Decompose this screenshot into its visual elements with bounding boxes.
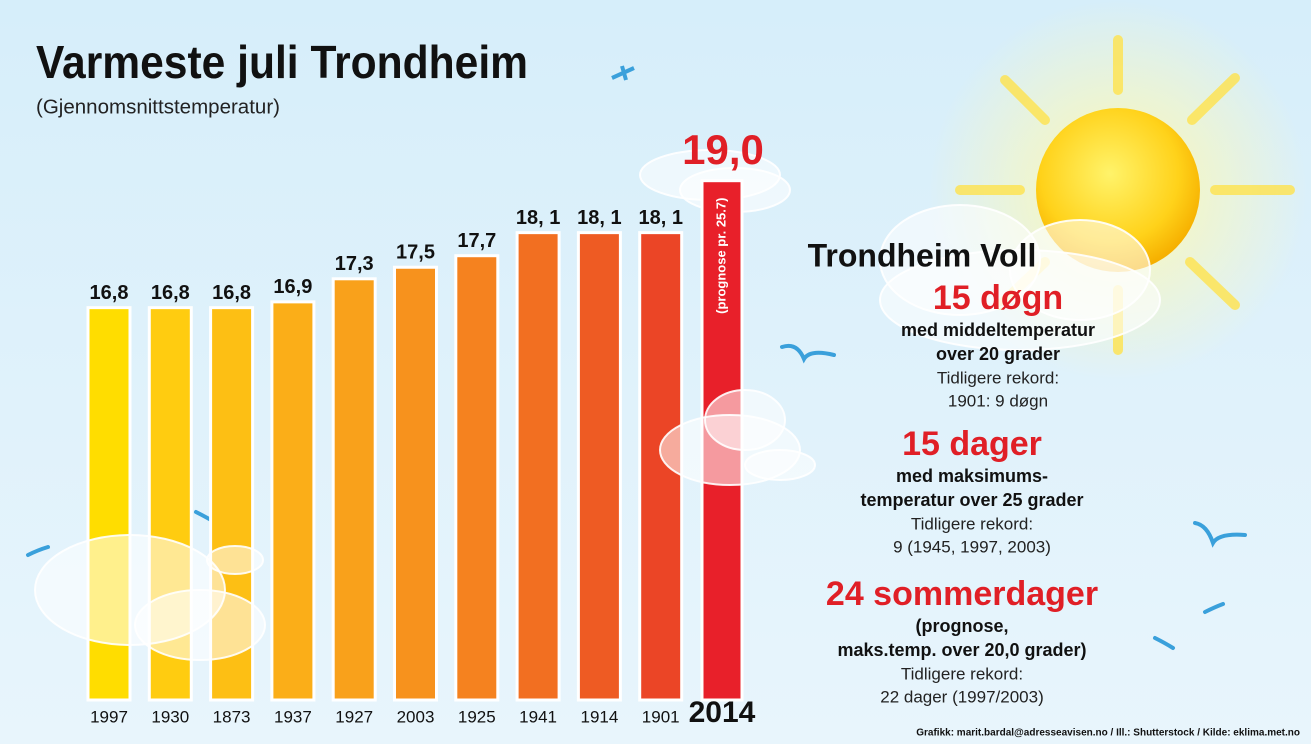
bar [393,265,438,702]
block-headline: 15 døgn [933,279,1063,317]
value-label: 18, 1 [577,207,621,229]
block-note: 1901: 9 døgn [948,391,1048,410]
value-label: 18, 1 [638,207,682,229]
x-tick-label: 1925 [458,707,496,726]
value-label: 16,8 [90,282,129,304]
block-note: Tidligere rekord: [911,514,1033,533]
block-line: over 20 grader [936,344,1060,364]
x-tick-label: 2003 [397,707,435,726]
x-tick-label: 1937 [274,707,312,726]
info-panel: Trondheim Voll 15 døgn med middeltemperatu… [808,237,1098,706]
x-tick-label: 1873 [213,707,251,726]
cloud [34,534,266,661]
block-headline: 24 sommerdager [826,575,1098,613]
x-tick-label: 1927 [335,707,373,726]
x-tick-label: 2014 [689,696,756,729]
bar [576,231,622,702]
block-note: 22 dager (1997/2003) [880,687,1044,706]
x-tick-label: 1914 [580,707,618,726]
block-note: Tidligere rekord: [937,368,1059,387]
block-note: Tidligere rekord: [901,664,1023,683]
bar [515,231,561,702]
value-label: 16,9 [273,276,312,298]
cloud [659,389,816,486]
bar [270,300,316,702]
annotation: (prognose pr. 25.7) [713,198,728,314]
block-line: med middeltemperatur [901,320,1095,340]
block-line: temperatur over 25 grader [860,490,1083,510]
value-label: 19,0 [682,126,764,173]
value-label: 17,5 [396,242,435,264]
bird [1193,521,1247,548]
value-label: 17,3 [335,253,374,275]
block-line: maks.temp. over 20,0 grader) [837,640,1086,660]
x-tick-label: 1941 [519,707,557,726]
x-tick-label: 1997 [90,707,128,726]
block-note: 9 (1945, 1997, 2003) [893,537,1051,556]
cloud [879,204,1161,351]
bar [454,254,500,702]
value-label: 16,8 [151,282,190,304]
bird [780,343,836,364]
x-tick-label: 1901 [642,707,680,726]
value-label: 16,8 [212,282,251,304]
credit: Grafikk: marit.bardal@adresseavisen.no /… [916,728,1300,739]
bird [1153,602,1225,650]
block-line: (prognose, [916,616,1009,636]
value-label: 18, 1 [516,207,560,229]
panel-heading: Trondheim Voll [808,237,1037,273]
plane [611,65,635,81]
chart-subtitle: (Gjennomsnittstemperatur) [36,96,280,118]
x-tick-label: 1930 [151,707,189,726]
chart-title: Varmeste juli Trondheim [36,36,528,88]
block-line: med maksimums- [896,466,1048,486]
block-headline: 15 dager [902,425,1042,463]
bar [331,277,377,702]
value-label: 17,7 [457,230,496,252]
